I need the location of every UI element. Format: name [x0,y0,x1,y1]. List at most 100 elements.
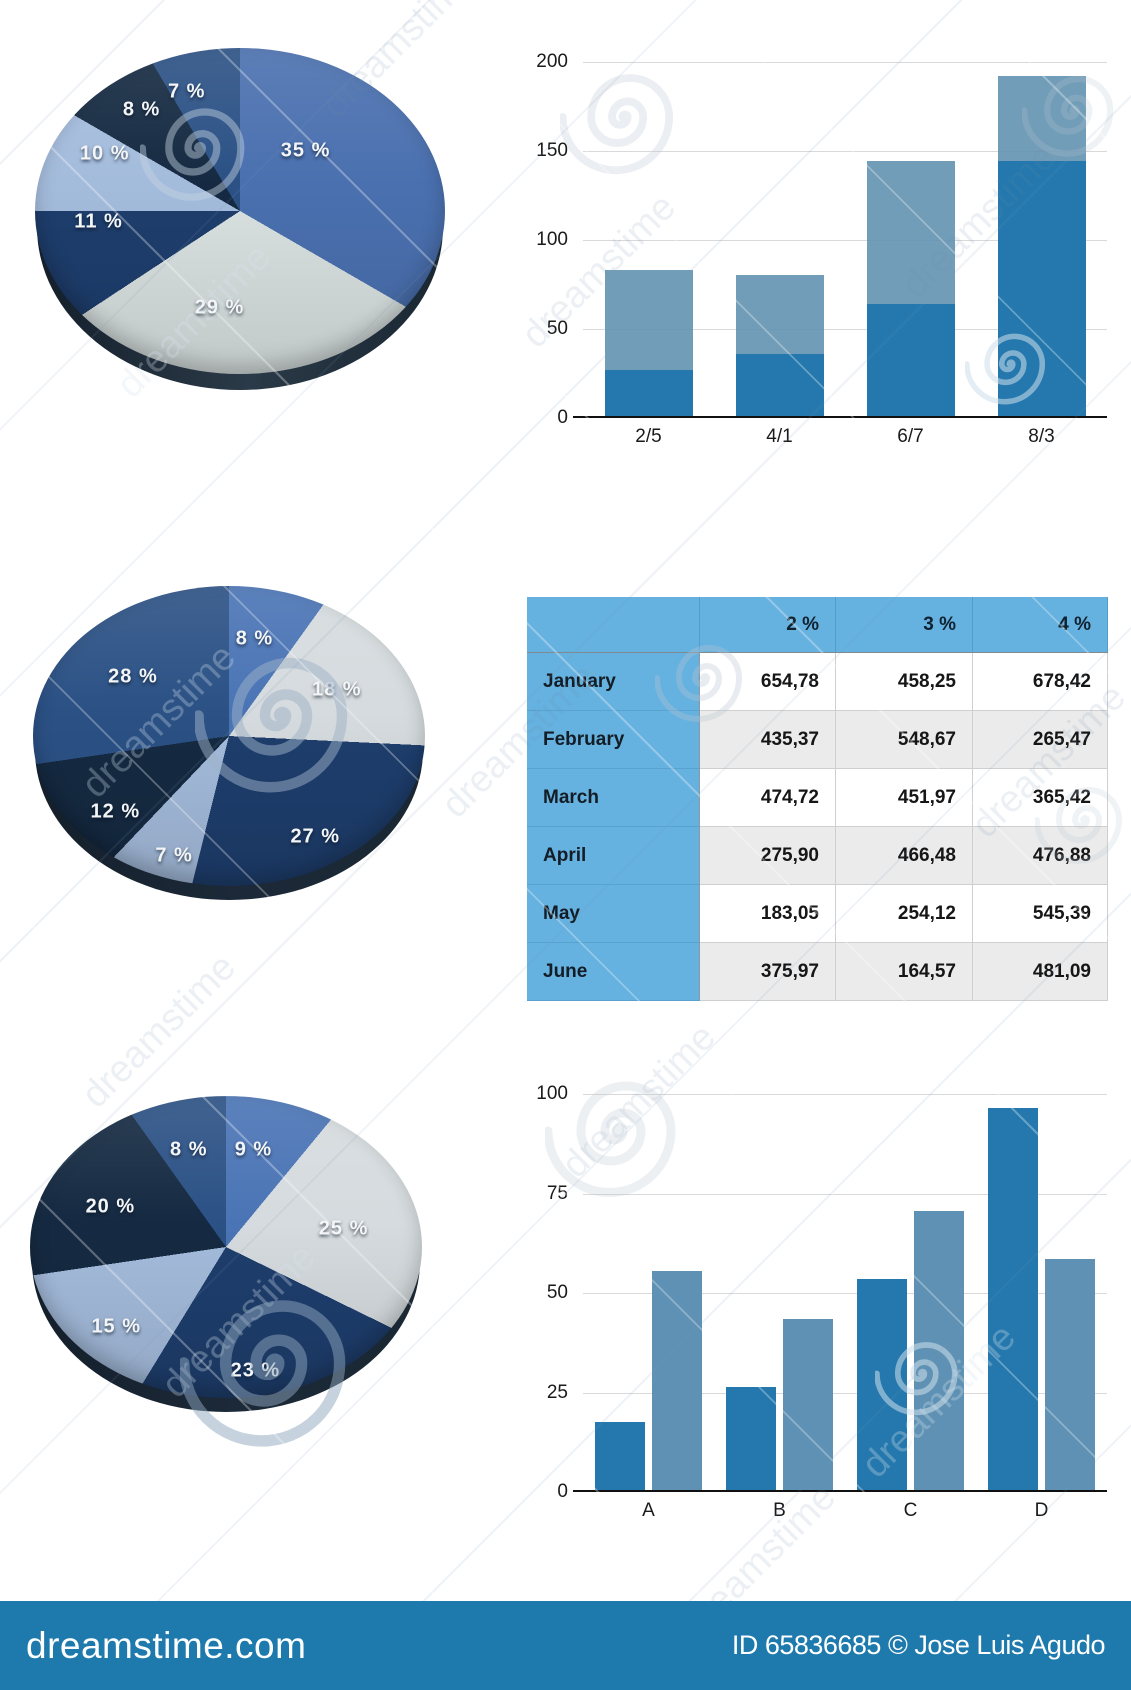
pie-slice-label: 27 % [290,825,341,848]
table-row-label: February [527,711,700,769]
pie-slice-label: 35 % [280,139,331,162]
grouped-bar [988,1107,1038,1490]
pie-slice-label: 29 % [194,296,245,319]
y-axis-tick-label: 100 [536,1083,568,1104]
pie-slice-label: 20 % [85,1195,136,1218]
y-axis-tick-label: 75 [546,1182,568,1204]
grouped-bar [1045,1259,1095,1490]
pie-chart-middle-left: 8 % 18 % 27 % 7 % 12 % 28 % [33,586,425,900]
table-value-cell: 435,37 [700,711,836,769]
pie-slice-label: 23 % [230,1359,281,1382]
table-value-cell: 545,39 [973,885,1108,943]
table-row-label: April [527,827,700,885]
pie-slice-label: 12 % [90,800,141,823]
stacked-bar-segment [997,76,1086,162]
x-axis-tick-label: 4/1 [766,426,793,447]
pie-slice-label: 25 % [318,1217,369,1240]
pie-slice-label: 8 % [235,627,274,650]
y-axis-tick-label: 0 [557,1481,568,1502]
pie-slice-label: 28 % [108,665,158,688]
grouped-bar [595,1422,645,1490]
table-value-cell: 548,67 [836,711,973,769]
table-row: February 435,37 548,67 265,47 [527,711,1108,769]
stacked-bar-segment [604,270,693,370]
table-row: June 375,97 164,57 481,09 [527,943,1108,1001]
pie-slice-label: 9 % [234,1138,273,1161]
table-row-label: January [527,653,700,711]
stacked-bar-segment [997,161,1086,416]
grouped-bar [857,1279,907,1490]
y-axis-tick-label: 200 [536,51,568,72]
gridline [583,329,1107,330]
x-axis-tick-label: C [903,1500,918,1521]
table-row-label: May [527,885,700,943]
table-value-cell: 678,42 [973,653,1108,711]
monthly-values-table: 2 % 3 % 4 % January 654,78 458,25 678,42 Februa… [527,597,1108,1001]
gridline [583,151,1107,152]
image-credit: ID 65836685 © Jose Luis Agudo [731,1630,1106,1660]
table-header-cell [527,597,700,653]
watermark-text: dreamstime [73,946,244,1117]
table-value-cell: 466,48 [836,827,973,885]
gridline [583,1094,1107,1095]
pie-slice-label: 7 % [167,80,206,103]
table-value-cell: 458,25 [836,653,973,711]
pie-disc [35,48,445,374]
table-row-label: June [527,943,700,1001]
gridline [583,1293,1107,1294]
grouped-bar [914,1211,964,1490]
grouped-bar [783,1318,833,1490]
pie-disc [30,1096,422,1398]
gridline [583,1392,1107,1394]
table-header-row: 2 % 3 % 4 % [527,597,1108,653]
pie-slice-label: 18 % [312,678,362,701]
table-value-cell: 254,12 [836,885,973,943]
table-value-cell: 275,90 [700,827,836,885]
y-axis-tick-label: 50 [546,318,568,339]
pie-chart-top-left: 35 % 29 % 11 % 10 % 8 % 7 % [35,48,445,390]
stacked-bar-segment [604,369,693,416]
y-axis-tick-label: 150 [536,140,568,161]
pie-slice-label: 15 % [91,1315,142,1338]
pie-chart-bottom-left: 9 % 25 % 23 % 15 % 20 % 8 % [30,1096,422,1412]
table-row-label: March [527,769,700,827]
dreamstime-logo: dreamstime.com [26,1624,307,1666]
pie-slice-label: 10 % [79,142,130,165]
table-header-cell: 2 % [700,597,836,653]
y-axis-tick-label: 50 [546,1282,568,1303]
pie-slice-label: 8 % [170,1138,208,1161]
grouped-bar [652,1271,702,1490]
table-value-cell: 265,47 [973,711,1108,769]
y-axis-tick-label: 0 [557,407,568,428]
table-row: January 654,78 458,25 678,42 [527,653,1108,711]
table-value-cell: 365,42 [973,769,1108,827]
table-row: March 474,72 451,97 365,42 [527,769,1108,827]
gridline [583,62,1107,63]
pie-slice-label: 11 % [74,210,123,233]
pie-slice-label: 7 % [155,844,193,867]
stacked-bar-segment [866,303,955,416]
stacked-bar-segment [866,161,955,304]
plot-area: A B C D [573,1094,1107,1521]
table-row: May 183,05 254,12 545,39 [527,885,1108,943]
x-axis-tick-label: 8/3 [1028,426,1055,447]
pie-slice-label: 8 % [122,98,161,121]
table-value-cell: 481,09 [973,943,1108,1001]
pie-disc [33,586,425,886]
x-axis-tick-label: 2/5 [635,426,662,447]
table-row: April 275,90 466,48 476,88 [527,827,1108,885]
table-value-cell: 654,78 [700,653,836,711]
x-axis-tick-label: D [1034,1500,1049,1521]
stacked-bar-segment [735,275,824,354]
table-value-cell: 451,97 [836,769,973,827]
gridline [583,1193,1107,1195]
y-axis-tick-label: 25 [546,1381,568,1403]
grouped-bar [726,1386,776,1490]
table-header-cell: 4 % [973,597,1108,653]
stacked-bar-segment [735,353,824,416]
table-value-cell: 164,57 [836,943,973,1001]
x-axis-tick-label: 6/7 [897,426,924,447]
table-value-cell: 474,72 [700,769,836,827]
x-axis-tick-label: A [642,1500,655,1521]
